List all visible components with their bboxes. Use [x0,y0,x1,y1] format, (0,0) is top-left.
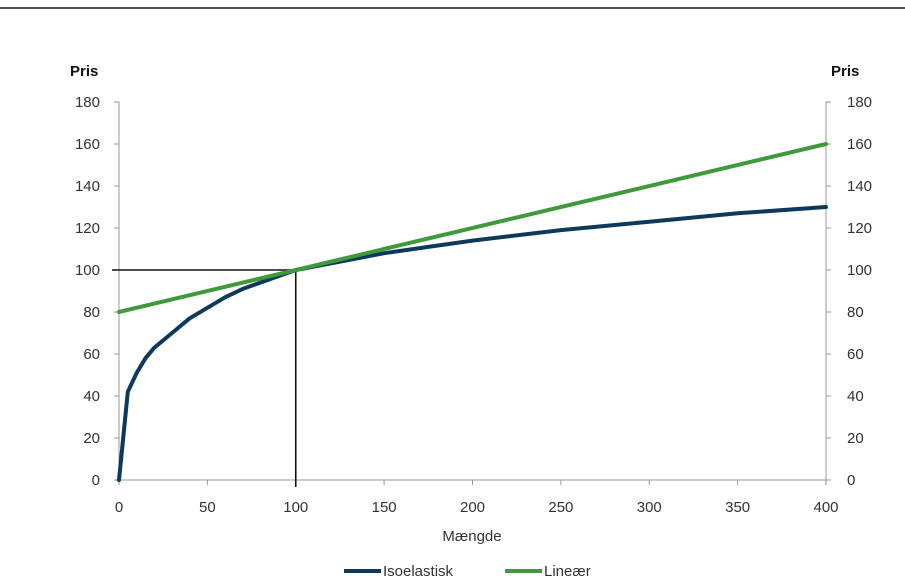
y-tick-label-left: 180 [75,94,100,111]
y-tick-label-right: 80 [847,304,864,321]
y-tick-label-left: 40 [83,388,100,405]
y-tick-label-left: 60 [83,346,100,363]
y-tick-label-right: 100 [847,262,872,279]
y-tick-labels-left: 0 20 40 60 80 100 120 140 160 180 [75,94,100,489]
x-tick-label: 200 [460,499,485,516]
y-tick-label-left: 120 [75,220,100,237]
x-tick-labels: 0 50 100 150 200 250 300 350 400 [115,499,839,516]
y-tick-label-left: 160 [75,136,100,153]
x-tick-label: 100 [283,499,308,516]
x-tick-label: 50 [199,499,216,516]
y-tick-label-left: 140 [75,178,100,195]
x-tick-label: 0 [115,499,123,516]
y-tick-label-right: 140 [847,178,872,195]
y-tick-label-right: 40 [847,388,864,405]
y-axis-title-right: Pris [831,63,859,80]
y-tick-label-right: 160 [847,136,872,153]
y-tick-label-right: 0 [847,472,855,489]
reference-lines [112,270,296,487]
y-tick-label-right: 120 [847,220,872,237]
legend: Isoelastisk Lineær [344,563,591,580]
y-tick-label-right: 180 [847,94,872,111]
y-tick-label-right: 20 [847,430,864,447]
series-line-isoelastisk [119,207,826,480]
y-tick-label-left: 0 [92,472,100,489]
y-tick-labels-right: 0 20 40 60 80 100 120 140 160 180 [847,94,872,489]
y-tick-label-left: 80 [83,304,100,321]
y-tick-label-left: 100 [75,262,100,279]
x-tick-label: 300 [637,499,662,516]
x-tick-label: 400 [813,499,838,516]
y-axis-title-left: Pris [70,63,98,80]
x-axis-title: Mængde [442,528,501,545]
series-line-linear [119,144,826,312]
x-tick-label: 250 [548,499,573,516]
x-tick-label: 350 [725,499,750,516]
axes [114,102,831,485]
x-tick-label: 150 [372,499,397,516]
legend-label-linear: Lineær [544,563,591,580]
legend-label-isoelastisk: Isoelastisk [383,563,454,580]
series-group [119,144,826,480]
y-tick-label-left: 20 [83,430,100,447]
y-tick-label-right: 60 [847,346,864,363]
